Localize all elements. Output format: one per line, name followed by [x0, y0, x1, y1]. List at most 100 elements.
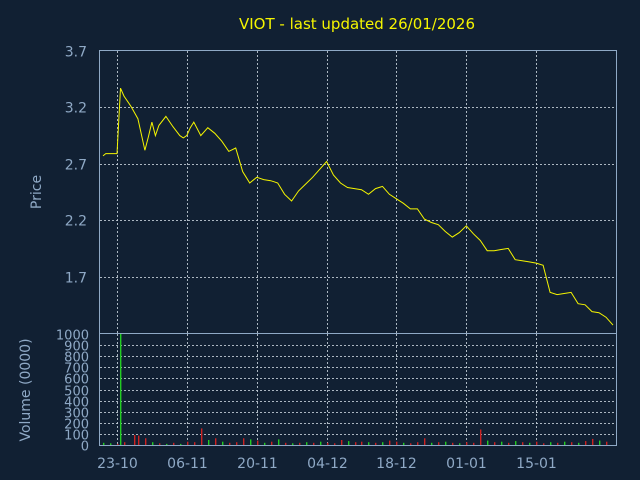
- volume-bar: [487, 440, 489, 445]
- volume-bar: [173, 442, 175, 445]
- price-tick-label: 3.7: [65, 45, 87, 61]
- volume-bar: [138, 435, 140, 445]
- volume-bar: [278, 439, 280, 445]
- volume-bar: [403, 442, 405, 445]
- volume-bar: [117, 443, 119, 445]
- volume-bar: [508, 442, 510, 445]
- volume-bar: [313, 442, 315, 445]
- volume-bar: [348, 441, 350, 445]
- volume-bar: [466, 442, 468, 445]
- x-tick-label: 06-11: [167, 456, 208, 472]
- chart-title: VIOT - last updated 26/01/2026: [239, 15, 475, 33]
- x-tick-label: 01-01: [446, 456, 487, 472]
- volume-bar: [438, 442, 440, 445]
- volume-bar: [382, 442, 384, 445]
- volume-plot-frame: [99, 333, 617, 446]
- volume-bar: [375, 442, 377, 445]
- volume-bar: [208, 440, 210, 445]
- volume-bar: [152, 442, 154, 445]
- volume-bar: [257, 440, 259, 445]
- volume-bar: [522, 442, 524, 445]
- volume-bar: [494, 442, 496, 445]
- volume-tick-label: 600: [64, 373, 89, 388]
- x-tick-label: 23-10: [97, 456, 138, 472]
- volume-bar: [536, 441, 538, 445]
- volume-tick-label: 900: [64, 340, 89, 355]
- volume-bar: [166, 443, 168, 445]
- volume-bar: [320, 441, 322, 445]
- volume-bar: [571, 442, 573, 445]
- volume-bar: [410, 443, 412, 445]
- volume-tick-label: 800: [64, 351, 89, 366]
- volume-bar: [361, 441, 363, 445]
- volume-grid: [100, 334, 616, 445]
- price-panel: 1.7 2.2 2.7 3.2 3.7 Price: [29, 45, 617, 334]
- volume-bar: [215, 438, 217, 445]
- volume-bar: [557, 442, 559, 445]
- volume-tick-label: 300: [64, 407, 89, 422]
- volume-bar: [103, 442, 105, 445]
- volume-bar: [368, 442, 370, 445]
- volume-bar: [341, 440, 343, 445]
- volume-bar: [236, 442, 238, 445]
- volume-bar: [480, 429, 482, 445]
- volume-bar: [250, 439, 252, 445]
- volume-bar: [292, 443, 294, 445]
- volume-bar: [355, 442, 357, 445]
- volume-tick-label: 700: [64, 362, 89, 377]
- x-tick-label: 20-11: [237, 456, 278, 472]
- volume-bar: [564, 441, 566, 445]
- x-tick-label: 15-01: [516, 456, 557, 472]
- volume-bar: [550, 442, 552, 445]
- volume-bar: [159, 443, 161, 445]
- volume-bar: [243, 438, 245, 445]
- volume-bar: [222, 441, 224, 445]
- volume-bar: [452, 442, 454, 445]
- x-tick-label: 18-12: [376, 456, 417, 472]
- price-plot-frame: [99, 50, 617, 334]
- volume-bar: [110, 443, 112, 445]
- volume-bar: [285, 442, 287, 445]
- volume-bars: [103, 334, 608, 445]
- volume-bar: [145, 438, 147, 445]
- volume-bar: [445, 441, 447, 445]
- volume-bar: [299, 442, 301, 445]
- volume-bar: [306, 442, 308, 445]
- volume-bar: [529, 442, 531, 445]
- volume-bar: [229, 442, 231, 445]
- volume-bar: [417, 442, 419, 445]
- price-grid: [100, 51, 616, 333]
- volume-bar: [592, 438, 594, 445]
- volume-bar: [501, 441, 503, 445]
- volume-bar: [187, 441, 189, 445]
- price-tick-label: 1.7: [65, 271, 87, 287]
- volume-bar: [515, 441, 517, 445]
- price-line: [102, 87, 614, 326]
- price-tick-label: 3.2: [65, 101, 87, 117]
- volume-bar: [389, 440, 391, 445]
- volume-bar: [201, 428, 203, 445]
- volume-bar: [124, 442, 126, 445]
- price-tick-label: 2.7: [65, 158, 87, 174]
- volume-bar: [180, 443, 182, 445]
- volume-bar: [264, 442, 266, 445]
- volume-axis-label: Volume (0000): [18, 338, 34, 441]
- volume-bar: [431, 442, 433, 445]
- volume-bar: [194, 442, 196, 445]
- x-tick-label: 04-12: [307, 456, 348, 472]
- volume-bar: [473, 442, 475, 445]
- volume-bar: [271, 441, 273, 445]
- volume-tick-label: 0: [81, 440, 89, 455]
- volume-bar: [599, 440, 601, 445]
- volume-bar: [327, 442, 329, 445]
- volume-bar: [459, 443, 461, 445]
- volume-bar: [396, 441, 398, 445]
- volume-bar: [578, 442, 580, 445]
- volume-bar: [134, 435, 136, 445]
- volume-tick-label: 500: [64, 385, 89, 400]
- volume-bar: [543, 443, 545, 445]
- volume-bar: [334, 443, 336, 445]
